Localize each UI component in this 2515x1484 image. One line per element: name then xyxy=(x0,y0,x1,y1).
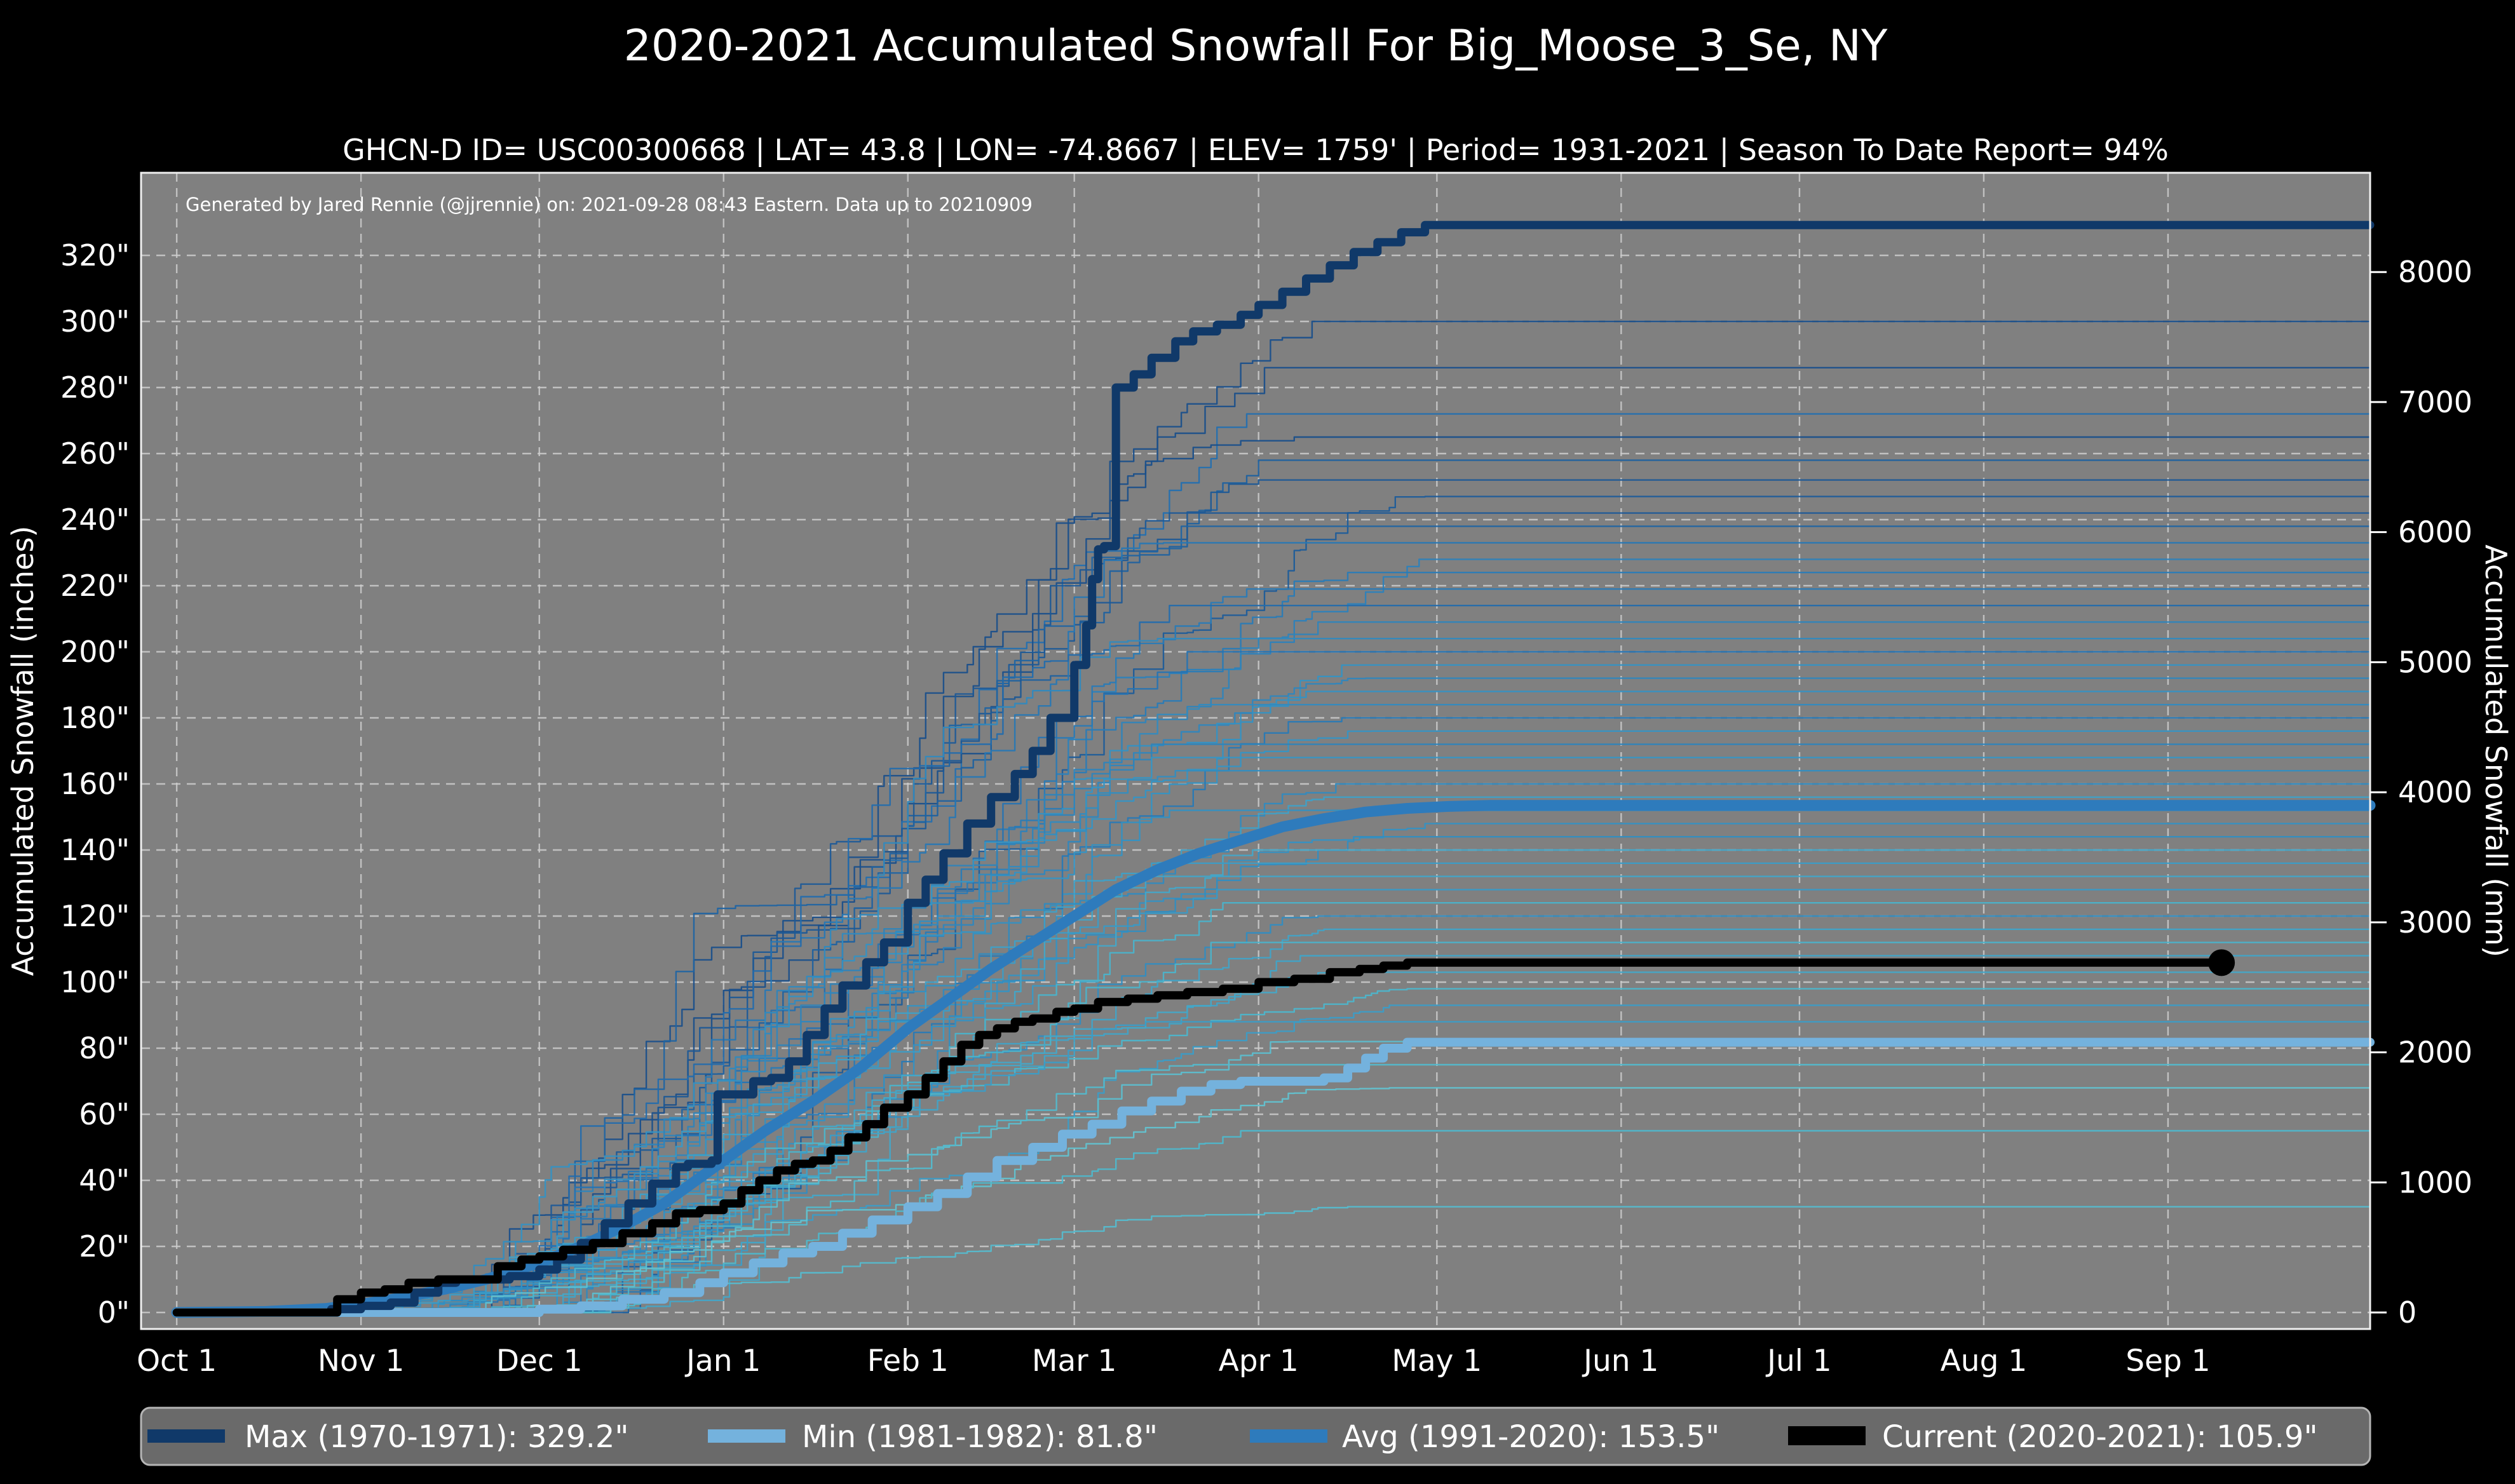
x-axis-tick-label: Jan 1 xyxy=(684,1344,761,1379)
legend-label-max: Max (1970-1971): 329.2" xyxy=(245,1419,629,1455)
legend-label-min: Min (1981-1982): 81.8" xyxy=(802,1419,1158,1455)
page-title: 2020-2021 Accumulated Snowfall For Big_M… xyxy=(624,21,1888,71)
x-axis-tick-label: Feb 1 xyxy=(867,1344,949,1379)
x-axis-tick-label: Sep 1 xyxy=(2125,1344,2210,1379)
legend-item-current: Current (2020-2021): 105.9" xyxy=(1788,1419,2318,1455)
legend-label-avg: Avg (1991-2020): 153.5" xyxy=(1342,1419,1719,1455)
legend-item-min: Min (1981-1982): 81.8" xyxy=(708,1419,1158,1455)
y-axis-right-tick-label: 5000 xyxy=(2398,645,2472,679)
x-axis-tick-labels: Oct 1 Nov 1 Dec 1 Jan 1 Feb 1 Mar 1 Apr 1 May 1… xyxy=(137,1344,2211,1379)
plot-border xyxy=(140,172,2371,1330)
series-line-min xyxy=(172,1037,2375,1317)
legend-item-avg: Avg (1991-2020): 153.5" xyxy=(1250,1419,1719,1455)
y-axis-right-tick-label: 4000 xyxy=(2398,775,2472,809)
season-line xyxy=(515,1063,2370,1314)
y-axis-left-tick-label: 140" xyxy=(60,833,130,867)
x-axis-tick-label: Mar 1 xyxy=(1032,1344,1117,1379)
y-axis-left-tick-label: 100" xyxy=(60,965,130,999)
season-line xyxy=(473,875,2370,1314)
series-line-avg xyxy=(171,800,2376,1318)
season-line xyxy=(480,1004,2370,1314)
x-axis-tick-label: Jun 1 xyxy=(1582,1344,1658,1379)
y-axis-left-tick-label: 200" xyxy=(60,635,130,669)
x-axis-tick-label: Apr 1 xyxy=(1219,1344,1299,1379)
x-axis-tick-label: Nov 1 xyxy=(318,1344,405,1379)
plot-area xyxy=(141,173,2370,1329)
season-line xyxy=(444,605,2370,1314)
y-axis-left-tick-label: 20" xyxy=(79,1229,130,1264)
y-axis-left-tick-label: 0" xyxy=(98,1295,130,1330)
x-axis-tick-label: Aug 1 xyxy=(1941,1344,2028,1379)
season-line xyxy=(390,889,2370,1314)
y-axis-right-tick-label: 7000 xyxy=(2398,385,2472,419)
y-axis-left-tick-label: 180" xyxy=(60,701,130,735)
y-axis-right-tick-label: 0 xyxy=(2398,1295,2417,1330)
season-line xyxy=(349,730,2370,1314)
season-line xyxy=(498,941,2370,1314)
legend-swatch-max xyxy=(147,1429,225,1443)
y-axis-left-tick-labels: 0" 20" 40" 60" 80" 100" 120" 140" 160" 180" 200" 22… xyxy=(60,238,130,1330)
x-axis-tick-label: Oct 1 xyxy=(137,1344,217,1379)
season-line xyxy=(402,955,2370,1314)
generated-by-annotation: Generated by Jared Rennie (@jjrennie) on… xyxy=(186,194,1033,215)
x-axis-tick-label: May 1 xyxy=(1392,1344,1482,1379)
y-axis-left-tick-label: 220" xyxy=(60,569,130,603)
y-axis-left-tick-label: 280" xyxy=(60,370,130,405)
legend-item-max: Max (1970-1971): 329.2" xyxy=(147,1419,629,1455)
x-axis-tick-label: Jul 1 xyxy=(1765,1344,1832,1379)
y-axis-left-tick-label: 320" xyxy=(60,238,130,273)
y-axis-left-label: Accumulated Snowfall (inches) xyxy=(6,526,40,976)
legend-swatch-avg xyxy=(1250,1429,1327,1443)
y-axis-left-tick-label: 40" xyxy=(79,1163,130,1197)
season-line xyxy=(379,512,2370,1314)
legend-label-current: Current (2020-2021): 105.9" xyxy=(1882,1419,2318,1455)
y-axis-right-tick-label: 3000 xyxy=(2398,905,2472,940)
y-axis-right-tick-label: 1000 xyxy=(2398,1165,2472,1199)
season-line xyxy=(409,971,2370,1314)
y-axis-right-tick-label: 2000 xyxy=(2398,1035,2472,1070)
x-axis-tick-label: Dec 1 xyxy=(496,1344,583,1379)
season-line xyxy=(409,525,2370,1314)
legend-swatch-current xyxy=(1788,1426,1866,1445)
y-axis-left-tick-label: 240" xyxy=(60,503,130,537)
y-axis-left-tick-label: 60" xyxy=(79,1097,130,1131)
chart-subtitle: GHCN-D ID= USC00300668 | LAT= 43.8 | LON… xyxy=(342,133,2169,168)
y-axis-left-tick-label: 160" xyxy=(60,767,130,801)
series-line-max xyxy=(172,220,2375,1317)
season-line xyxy=(402,988,2370,1314)
season-line xyxy=(468,664,2370,1314)
y-axis-right-label: Accumulated Snowfall (mm) xyxy=(2479,544,2513,957)
legend: Max (1970-1971): 329.2" Min (1981-1982):… xyxy=(140,1406,2371,1466)
y-axis-left-tick-label: 260" xyxy=(60,436,130,471)
main-series-lines xyxy=(171,220,2376,1318)
season-line xyxy=(402,320,2370,1314)
y-axis-right-tick-label: 6000 xyxy=(2398,515,2472,550)
y-axis-right-tick-labels: 0 1000 2000 3000 4000 5000 6000 7000 8000 xyxy=(2370,255,2472,1330)
season-line xyxy=(402,542,2370,1314)
y-axis-left-tick-label: 80" xyxy=(79,1031,130,1065)
y-axis-left-tick-label: 300" xyxy=(60,304,130,339)
series-line-current xyxy=(172,958,2226,1317)
y-axis-left-tick-label: 120" xyxy=(60,899,130,933)
y-axis-right-tick-label: 8000 xyxy=(2398,255,2472,289)
current-series-end-dot xyxy=(2208,949,2235,976)
season-line xyxy=(289,809,2370,1314)
legend-swatch-min xyxy=(708,1429,785,1443)
